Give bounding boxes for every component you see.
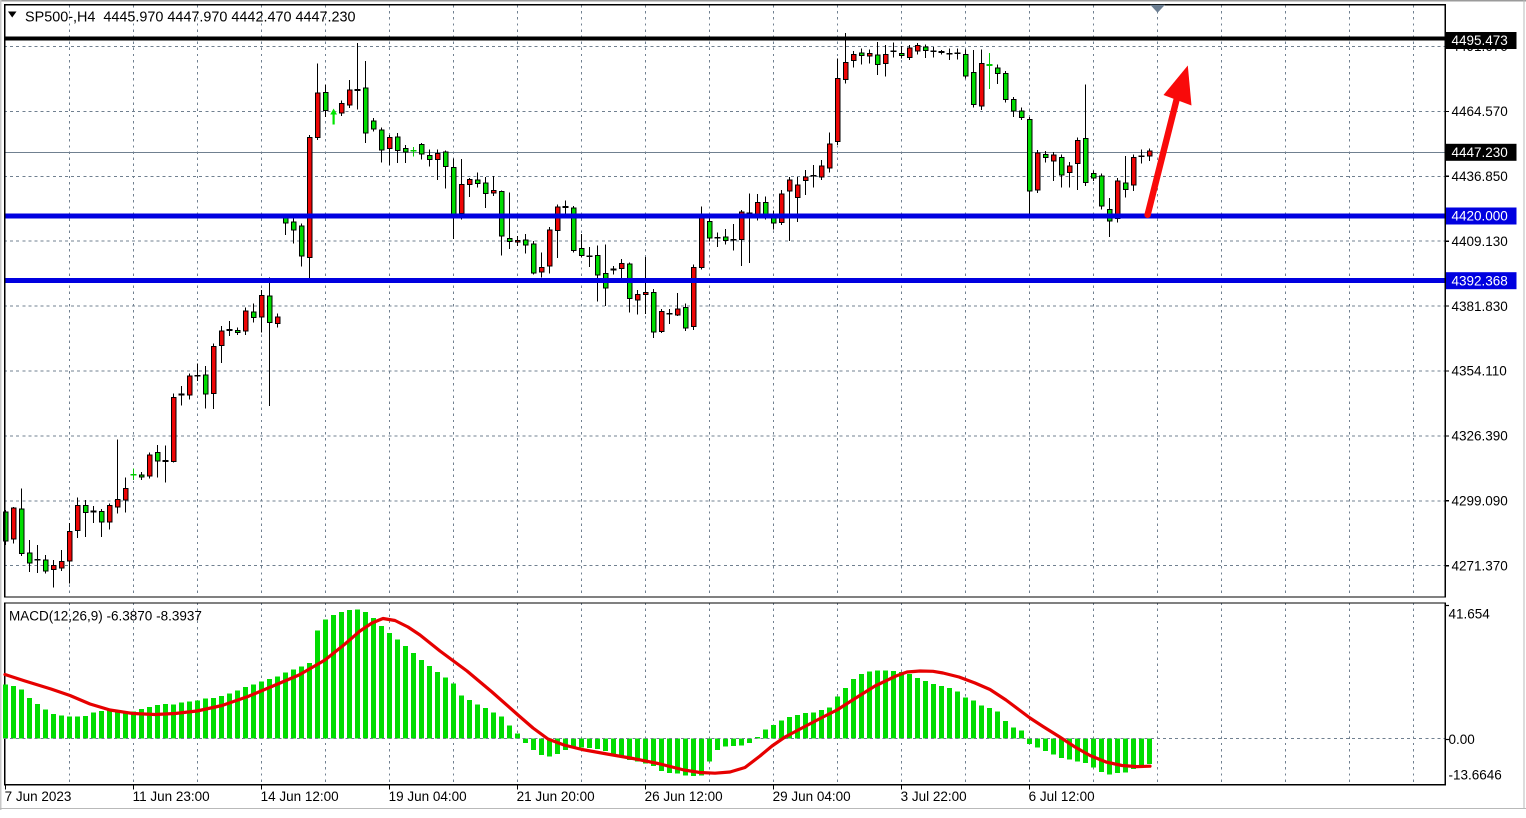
svg-text:SP500-,H4 4445.970 4447.970 4: SP500-,H4 4445.970 4447.970 4442.470 444… bbox=[25, 9, 355, 25]
svg-text:4464.570: 4464.570 bbox=[1452, 104, 1508, 119]
svg-text:4495.473: 4495.473 bbox=[1452, 33, 1508, 48]
svg-text:MACD(12,26,9) -6.3870 -8.3937: MACD(12,26,9) -6.3870 -8.3937 bbox=[9, 609, 202, 624]
svg-text:4381.830: 4381.830 bbox=[1452, 299, 1508, 314]
svg-text:19 Jun 04:00: 19 Jun 04:00 bbox=[389, 789, 467, 804]
svg-text:11 Jun 23:00: 11 Jun 23:00 bbox=[133, 789, 210, 804]
svg-text:4447.230: 4447.230 bbox=[1452, 145, 1508, 160]
svg-text:4271.370: 4271.370 bbox=[1452, 558, 1508, 573]
svg-text:0.00: 0.00 bbox=[1449, 732, 1475, 747]
svg-text:4420.000: 4420.000 bbox=[1452, 209, 1508, 224]
svg-text:3 Jul 22:00: 3 Jul 22:00 bbox=[901, 789, 967, 804]
svg-text:4392.368: 4392.368 bbox=[1452, 273, 1508, 288]
svg-text:4299.090: 4299.090 bbox=[1452, 494, 1508, 509]
svg-text:-13.6646: -13.6646 bbox=[1449, 768, 1502, 783]
svg-text:41.654: 41.654 bbox=[1449, 607, 1491, 622]
svg-text:6 Jul 12:00: 6 Jul 12:00 bbox=[1029, 789, 1095, 804]
svg-text:7 Jun 2023: 7 Jun 2023 bbox=[5, 789, 72, 804]
svg-text:4326.390: 4326.390 bbox=[1452, 429, 1508, 444]
svg-text:26 Jun 12:00: 26 Jun 12:00 bbox=[645, 789, 723, 804]
svg-text:21 Jun 20:00: 21 Jun 20:00 bbox=[517, 789, 595, 804]
svg-text:14 Jun 12:00: 14 Jun 12:00 bbox=[261, 789, 339, 804]
svg-text:4436.850: 4436.850 bbox=[1452, 169, 1508, 184]
svg-text:29 Jun 04:00: 29 Jun 04:00 bbox=[773, 789, 851, 804]
svg-text:4409.130: 4409.130 bbox=[1452, 234, 1508, 249]
svg-text:4354.110: 4354.110 bbox=[1452, 364, 1507, 379]
